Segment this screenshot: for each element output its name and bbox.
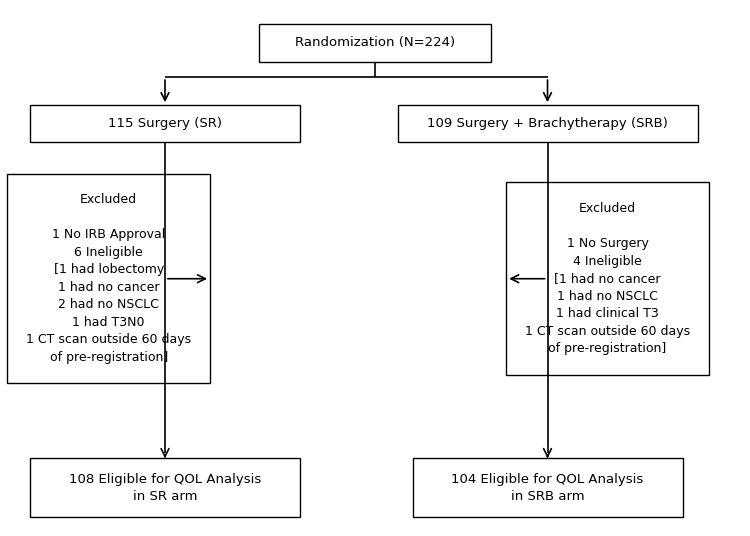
FancyBboxPatch shape — [30, 458, 300, 517]
Text: 108 Eligible for QOL Analysis
in SR arm: 108 Eligible for QOL Analysis in SR arm — [69, 473, 261, 503]
Text: Randomization (N=224): Randomization (N=224) — [295, 36, 455, 49]
Text: 109 Surgery + Brachytherapy (SRB): 109 Surgery + Brachytherapy (SRB) — [427, 117, 668, 130]
Text: 104 Eligible for QOL Analysis
in SRB arm: 104 Eligible for QOL Analysis in SRB arm — [452, 473, 644, 503]
FancyBboxPatch shape — [398, 105, 698, 142]
FancyBboxPatch shape — [30, 105, 300, 142]
FancyBboxPatch shape — [259, 24, 491, 62]
FancyBboxPatch shape — [8, 174, 210, 383]
FancyBboxPatch shape — [413, 458, 682, 517]
Text: Excluded

1 No IRB Approval
6 Ineligible
[1 had lobectomy
1 had no cancer
2 had : Excluded 1 No IRB Approval 6 Ineligible … — [26, 193, 191, 364]
Text: Excluded

1 No Surgery
4 Ineligible
[1 had no cancer
1 had no NSCLC
1 had clinic: Excluded 1 No Surgery 4 Ineligible [1 ha… — [525, 202, 690, 355]
Text: 115 Surgery (SR): 115 Surgery (SR) — [108, 117, 222, 130]
FancyBboxPatch shape — [506, 182, 709, 375]
